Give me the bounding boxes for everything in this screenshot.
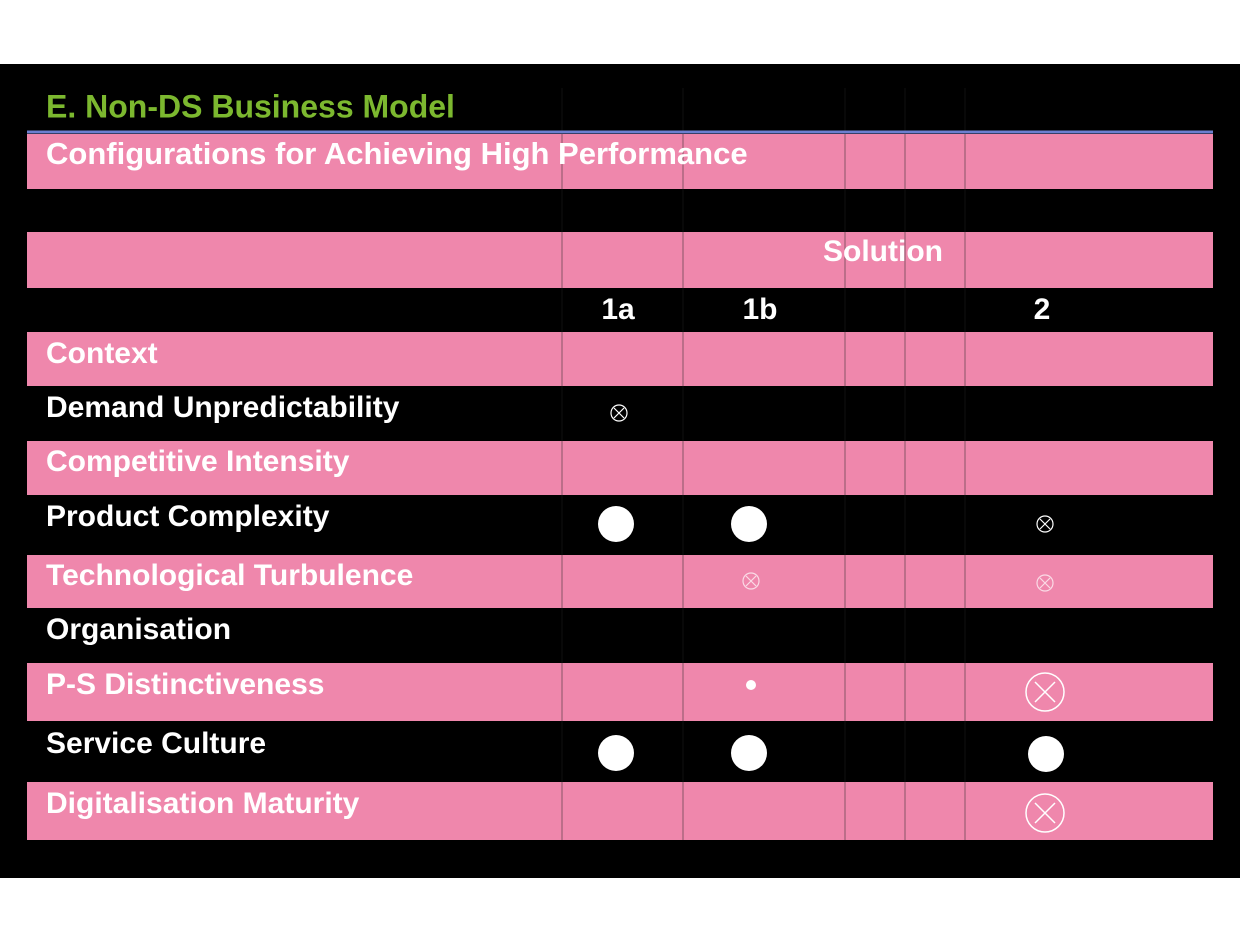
row-label: Service Culture	[46, 727, 266, 760]
row-label: P-S Distinctiveness	[46, 668, 324, 701]
column-header: 2	[1034, 293, 1051, 326]
column-lines	[561, 88, 966, 840]
column-header: 1a	[601, 293, 635, 326]
row-label: Context	[46, 337, 158, 370]
absent	[610, 404, 1054, 592]
row-label: Product Complexity	[46, 500, 330, 533]
row-label: Organisation	[46, 613, 231, 646]
core-absent	[1025, 672, 1065, 833]
group-header: Solution	[823, 235, 943, 268]
row-label: Competitive Intensity	[46, 445, 350, 478]
row-label: Technological Turbulence	[46, 559, 413, 592]
row-label: Digitalisation Maturity	[46, 787, 360, 820]
title: E. Non-DS Business Model	[46, 88, 455, 124]
subtitle: Configurations for Achieving High Perfor…	[46, 136, 748, 171]
column-header: 1b	[742, 293, 777, 326]
core-present	[598, 506, 1064, 772]
row-label: Demand Unpredictability	[46, 391, 400, 424]
row-bands	[27, 134, 1213, 840]
